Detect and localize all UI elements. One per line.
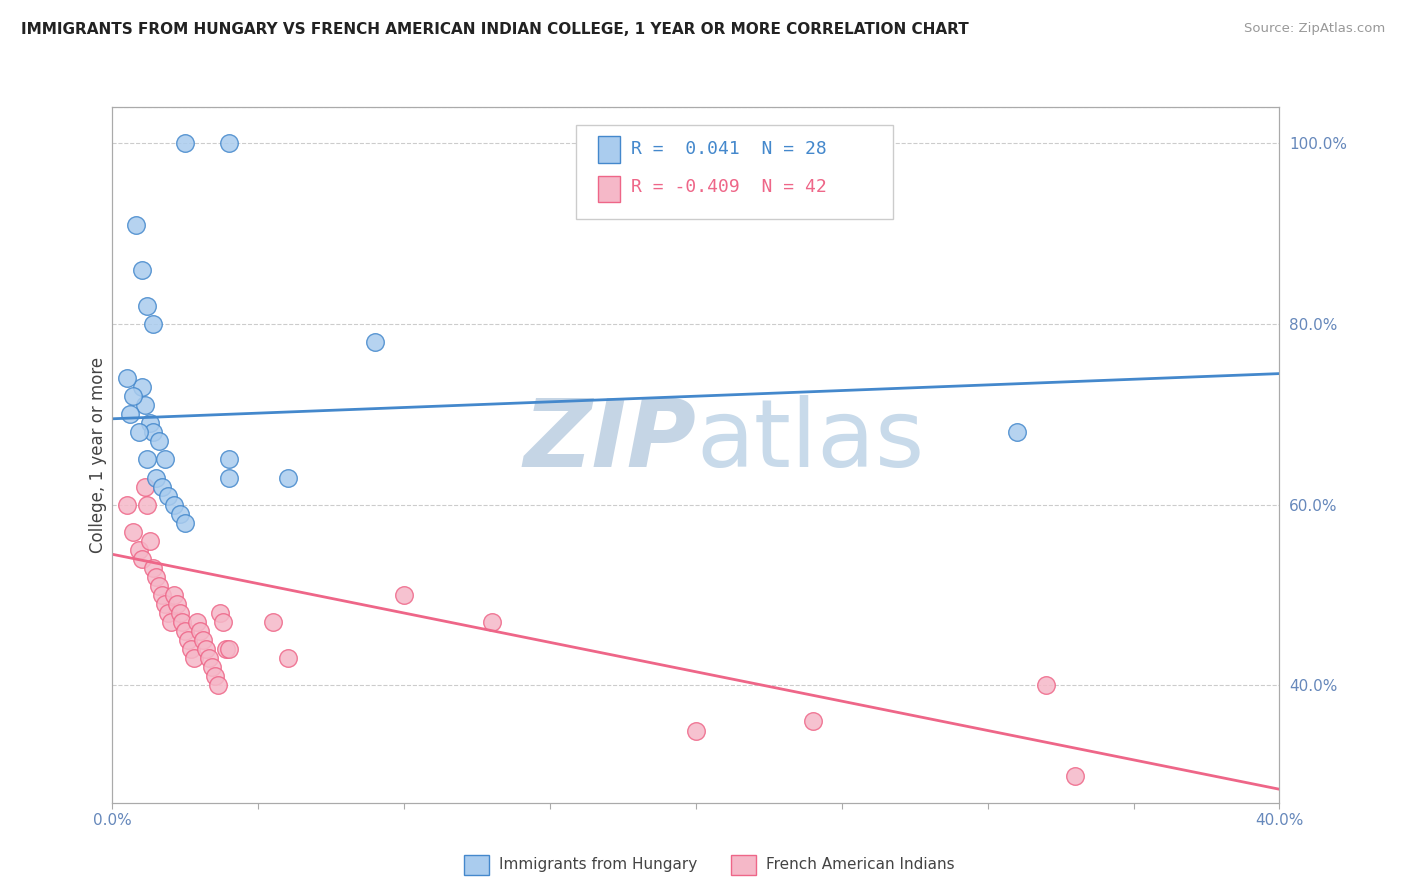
Point [186,615,208,629]
Point [276,470,298,484]
Point [118,407,141,421]
Point [136,452,159,467]
Point [1064,769,1087,783]
Point [194,642,217,657]
Y-axis label: College, 1 year or more: College, 1 year or more [89,357,107,553]
Point [201,660,224,674]
Point [115,498,138,512]
Text: atlas: atlas [696,395,924,487]
Point [188,624,211,639]
Point [131,551,153,566]
Point [163,588,186,602]
Point [156,606,179,620]
Point [207,678,229,692]
Point [166,597,188,611]
Point [1005,425,1028,440]
Point [218,452,240,467]
Point [148,579,170,593]
Point [197,651,219,665]
Point [134,398,156,412]
Text: R =  0.041  N = 28: R = 0.041 N = 28 [631,140,827,158]
Point [204,669,226,683]
Point [262,615,284,629]
Point [142,425,165,440]
Point [153,452,176,467]
Point [139,417,162,431]
Point [153,597,176,611]
Point [685,723,707,738]
Point [160,615,183,629]
Point [191,633,214,648]
Point [148,434,170,449]
Point [174,516,197,530]
Text: Source: ZipAtlas.com: Source: ZipAtlas.com [1244,22,1385,36]
Point [122,524,145,539]
Point [218,642,240,657]
Point [145,570,167,584]
Point [481,615,503,629]
Point [276,651,298,665]
Point [172,615,194,629]
Point [183,651,205,665]
Text: French American Indians: French American Indians [766,857,955,871]
Point [122,389,145,403]
Text: ZIP: ZIP [523,395,696,487]
Point [145,470,167,484]
Point [136,498,159,512]
Point [212,615,235,629]
Point [115,371,138,385]
Text: R = -0.409  N = 42: R = -0.409 N = 42 [631,178,827,196]
Point [177,633,200,648]
Point [364,334,387,349]
Point [169,507,191,521]
Point [1035,678,1057,692]
Point [125,218,148,232]
Text: IMMIGRANTS FROM HUNGARY VS FRENCH AMERICAN INDIAN COLLEGE, 1 YEAR OR MORE CORREL: IMMIGRANTS FROM HUNGARY VS FRENCH AMERIC… [21,22,969,37]
Text: Immigrants from Hungary: Immigrants from Hungary [499,857,697,871]
Point [128,425,150,440]
Point [139,533,162,548]
Point [169,606,191,620]
Point [174,624,197,639]
Point [128,542,150,557]
Point [218,136,240,151]
Point [150,588,173,602]
Point [163,498,186,512]
Point [392,588,416,602]
Point [215,642,238,657]
Point [801,714,824,729]
Point [134,479,156,493]
Point [209,606,232,620]
Point [142,317,165,331]
Point [131,380,153,394]
Point [150,479,173,493]
Point [136,299,159,313]
Point [142,561,165,575]
Point [131,262,153,277]
Point [180,642,202,657]
Point [174,136,197,151]
Point [156,489,179,503]
Point [218,470,240,484]
